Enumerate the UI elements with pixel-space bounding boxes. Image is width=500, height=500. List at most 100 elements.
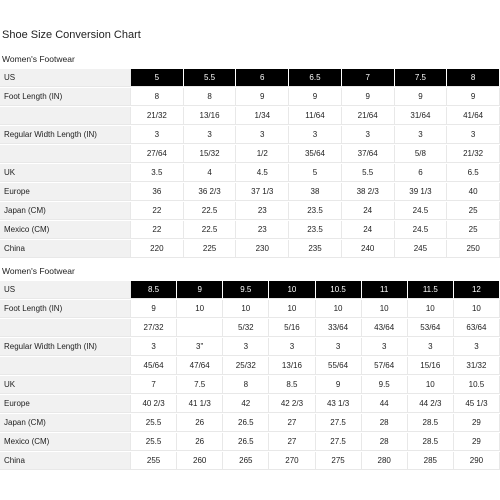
table-cell: 10 xyxy=(407,376,454,394)
table-cell: 41 1/3 xyxy=(177,395,224,413)
table-cell: 21/64 xyxy=(341,107,395,125)
table-cell: 245 xyxy=(394,240,448,258)
table-cell: 3 xyxy=(183,126,237,144)
header-cell: 10 xyxy=(269,281,316,299)
table-cell: 225 xyxy=(183,240,237,258)
table-cell: 26 xyxy=(177,414,224,432)
row-label: US xyxy=(0,69,131,87)
table-cell: 23.5 xyxy=(289,202,342,220)
table-cell: 7.5 xyxy=(177,376,224,394)
table-cell: 13/16 xyxy=(183,107,237,125)
table-cell: 29 xyxy=(453,433,500,451)
table-cell: 24.5 xyxy=(394,202,448,220)
table-cell: 43/64 xyxy=(361,319,408,337)
table-cell: 290 xyxy=(453,452,500,470)
row-label: China xyxy=(0,240,131,258)
table-cell: 53/64 xyxy=(407,319,454,337)
table-cell: 38 xyxy=(289,183,342,201)
table-cell: 8 xyxy=(223,376,270,394)
table-cell: 42 xyxy=(223,395,270,413)
row-label: Japan (CM) xyxy=(0,202,131,220)
table-cell: 3" xyxy=(177,338,224,356)
table-cell: 8 xyxy=(183,88,237,106)
table-cell: 31/32 xyxy=(453,357,500,375)
table-cell: 27.5 xyxy=(315,433,362,451)
table-cell: 27/64 xyxy=(131,145,184,163)
table-cell: 265 xyxy=(223,452,270,470)
table-cell: 10 xyxy=(453,300,500,318)
table-cell: 6 xyxy=(394,164,448,182)
row-label: Foot Length (IN) xyxy=(0,88,131,106)
table-cell: 10 xyxy=(315,300,362,318)
header-cell: 6 xyxy=(236,69,290,87)
row-label: China xyxy=(0,452,131,470)
table-cell: 27/32 xyxy=(131,319,178,337)
table-cell: 35/64 xyxy=(289,145,342,163)
table-cell: 4.5 xyxy=(236,164,290,182)
row-label: Europe xyxy=(0,183,131,201)
row-label: UK xyxy=(0,164,131,182)
table-cell: 230 xyxy=(236,240,290,258)
table-cell: 9 xyxy=(289,88,342,106)
header-cell: 7 xyxy=(341,69,395,87)
table-cell: 27.5 xyxy=(315,414,362,432)
table-cell: 47/64 xyxy=(177,357,224,375)
table-cell: 25/32 xyxy=(223,357,270,375)
table-cell: 45/64 xyxy=(131,357,178,375)
table-cell: 25 xyxy=(447,202,500,220)
table-cell: 37/64 xyxy=(341,145,395,163)
table-cell: 260 xyxy=(177,452,224,470)
table-cell: 3 xyxy=(236,126,290,144)
table-cell: 3 xyxy=(453,338,500,356)
table-cell: 8.5 xyxy=(269,376,316,394)
row-label xyxy=(0,107,131,125)
row-label: Europe xyxy=(0,395,131,413)
table-cell: 24 xyxy=(341,202,395,220)
table-cell: 5 xyxy=(289,164,342,182)
table-cell: 26.5 xyxy=(223,414,270,432)
table-cell: 280 xyxy=(361,452,408,470)
table-cell: 42 2/3 xyxy=(269,395,316,413)
table-cell: 3 xyxy=(447,126,500,144)
table-cell: 40 2/3 xyxy=(131,395,178,413)
header-cell: 8.5 xyxy=(131,281,178,299)
header-cell: 5.5 xyxy=(183,69,237,87)
table-cell: 23 xyxy=(236,202,290,220)
table-cell: 9.5 xyxy=(361,376,408,394)
table-cell: 22 xyxy=(131,221,184,239)
table-cell: 25.5 xyxy=(131,414,178,432)
table-cell: 29 xyxy=(453,414,500,432)
table-cell: 3 xyxy=(315,338,362,356)
table-cell: 3 xyxy=(269,338,316,356)
table-cell: 27 xyxy=(269,414,316,432)
table-cell: 33/64 xyxy=(315,319,362,337)
table-cell: 6.5 xyxy=(447,164,500,182)
table-cell: 31/64 xyxy=(394,107,448,125)
table-cell: 22.5 xyxy=(183,221,237,239)
table-cell: 10.5 xyxy=(453,376,500,394)
header-cell: 6.5 xyxy=(289,69,342,87)
row-label: Regular Width Length (IN) xyxy=(0,338,131,356)
row-label: US xyxy=(0,281,131,299)
table-cell: 57/64 xyxy=(361,357,408,375)
table-cell: 275 xyxy=(315,452,362,470)
table-cell: 44 xyxy=(361,395,408,413)
section-heading: Women's Footwear xyxy=(2,266,75,276)
row-label: Japan (CM) xyxy=(0,414,131,432)
table-cell: 9 xyxy=(315,376,362,394)
table-cell: 10 xyxy=(407,300,454,318)
table-cell: 26 xyxy=(177,433,224,451)
table-cell: 235 xyxy=(289,240,342,258)
table-cell: 10 xyxy=(361,300,408,318)
row-label xyxy=(0,357,131,375)
table-cell: 1/2 xyxy=(236,145,290,163)
section-heading: Women's Footwear xyxy=(2,54,75,64)
header-cell: 9.5 xyxy=(223,281,270,299)
header-cell: 11 xyxy=(361,281,408,299)
table-cell: 21/32 xyxy=(447,145,500,163)
table-cell: 45 1/3 xyxy=(453,395,500,413)
table-cell: 22 xyxy=(131,202,184,220)
table-cell: 250 xyxy=(447,240,500,258)
table-cell: 40 xyxy=(447,183,500,201)
